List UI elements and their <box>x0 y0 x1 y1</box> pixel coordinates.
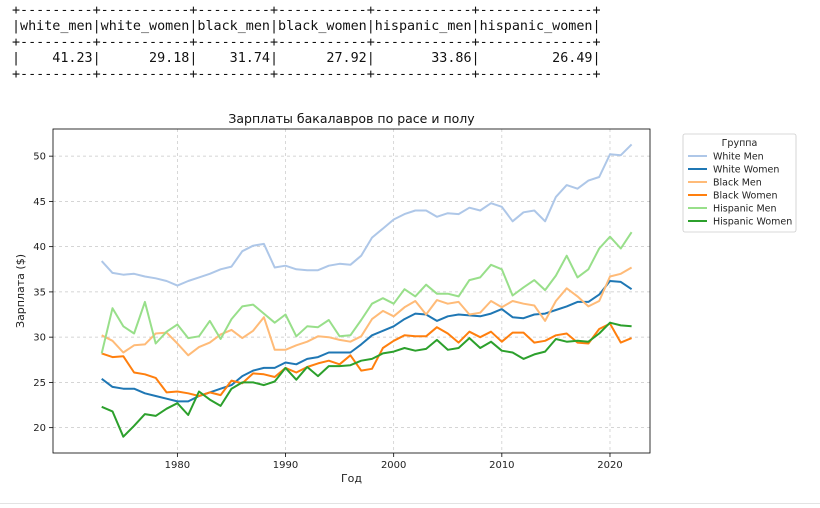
y-tick-label: 35 <box>33 287 46 298</box>
x-tick-label: 1980 <box>165 460 190 471</box>
legend-title: Группа <box>722 138 758 149</box>
legend-label-black-women: Black Women <box>713 191 778 202</box>
y-axis-label: Зарплата ($) <box>14 254 27 328</box>
legend-label-black-men: Black Men <box>713 178 762 189</box>
legend-label-white-men: White Men <box>713 152 764 163</box>
x-tick-label: 1990 <box>273 460 298 471</box>
x-axis-label: Год <box>341 472 362 485</box>
series-line-hispanic-men <box>100 231 633 354</box>
series-line-black-women <box>101 322 632 397</box>
series-lines <box>100 143 633 438</box>
series-line-white-women <box>101 280 633 403</box>
x-tick-label: 2000 <box>381 460 406 471</box>
plot-frame <box>52 128 651 454</box>
legend: Группа White Men White Women Black Men Blac… <box>682 133 797 233</box>
y-tick-label: 50 <box>33 152 46 163</box>
y-tick-label: 30 <box>33 333 46 344</box>
x-tick-label: 2010 <box>489 460 514 471</box>
divider <box>0 503 820 504</box>
y-tick-label: 40 <box>33 242 46 253</box>
series-line-white-men <box>100 143 633 287</box>
summary-table: +---------+-----------+---------+-------… <box>12 3 601 82</box>
series-line-black-men <box>101 266 633 357</box>
x-tick-label: 2020 <box>597 460 622 471</box>
legend-label-hispanic-men: Hispanic Men <box>713 204 777 215</box>
y-tick-label: 25 <box>33 378 46 389</box>
y-tick-label: 20 <box>33 423 46 434</box>
grid <box>53 129 650 453</box>
legend-box <box>682 133 797 233</box>
y-tick-label: 45 <box>33 197 46 208</box>
legend-label-hispanic-women: Hispanic Women <box>713 217 792 228</box>
series-line-hispanic-women <box>101 321 632 438</box>
legend-label-white-women: White Women <box>713 165 779 176</box>
chart-title: Зарплаты бакалавров по расе и полу <box>228 111 475 126</box>
